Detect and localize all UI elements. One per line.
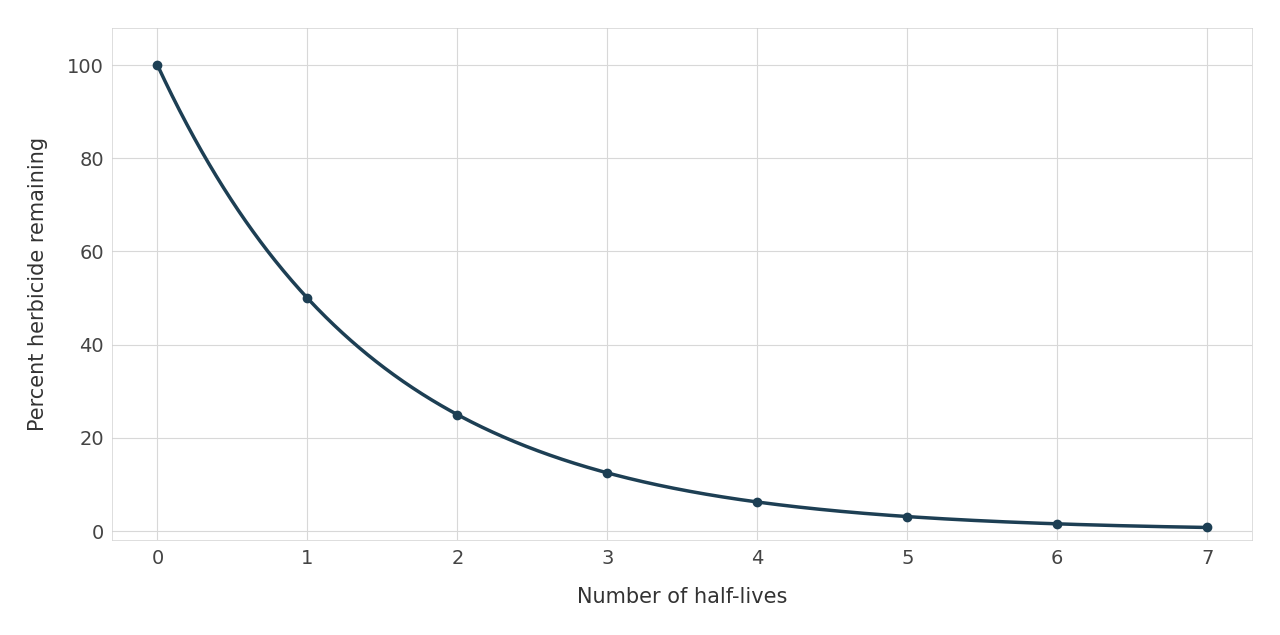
Y-axis label: Percent herbicide remaining: Percent herbicide remaining [28, 137, 47, 431]
X-axis label: Number of half-lives: Number of half-lives [577, 587, 787, 607]
